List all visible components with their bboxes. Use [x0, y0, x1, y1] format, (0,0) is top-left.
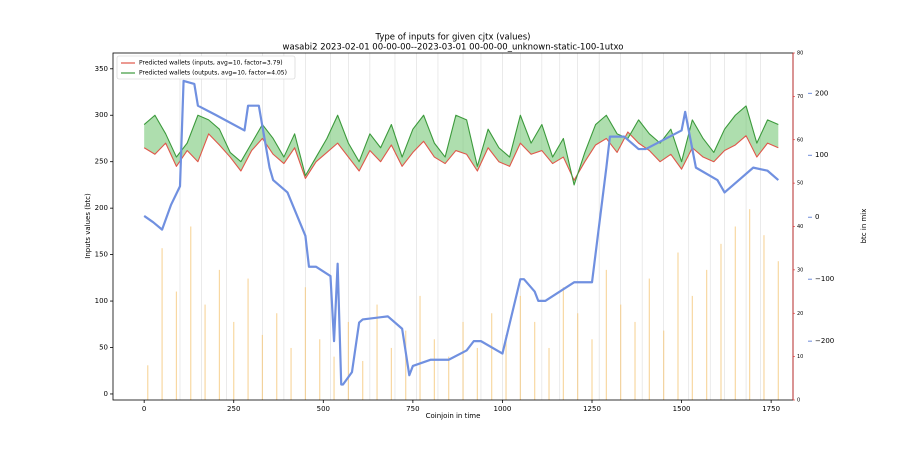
bar: [419, 295, 421, 400]
bar: [505, 334, 507, 400]
bar: [147, 365, 149, 400]
bar: [491, 313, 493, 400]
y-tick-label: 50: [99, 344, 108, 352]
bar: [462, 321, 464, 400]
y3-tick-label: 70: [797, 94, 803, 100]
x-tick-label: 750: [406, 405, 419, 413]
bar: [634, 321, 636, 400]
y2-axis-label: btc in mix: [860, 209, 868, 244]
bar: [519, 295, 521, 400]
line-series: [143, 79, 780, 386]
bar: [677, 252, 679, 400]
bar: [261, 334, 263, 400]
bar: [605, 269, 607, 400]
y3-tick-label: 40: [797, 224, 803, 230]
y3-tick-label: 50: [797, 181, 803, 187]
x-tick-label: 1000: [494, 405, 512, 413]
x-tick-label: 1250: [583, 405, 601, 413]
bar: [161, 248, 163, 400]
bar: [290, 347, 292, 400]
bar: [648, 278, 650, 400]
y3-tick-label: 60: [797, 137, 803, 143]
x-tick-label: 500: [317, 405, 330, 413]
bar: [175, 291, 178, 400]
bar: [390, 347, 392, 400]
bar: [548, 347, 550, 400]
bar: [448, 356, 450, 400]
bar: [749, 209, 751, 400]
plot-frame: [112, 52, 794, 401]
y2-tick-label: −100: [815, 275, 834, 283]
y3-tick-label: 30: [797, 267, 803, 273]
bar: [534, 321, 536, 400]
y-tick-label: 150: [95, 251, 108, 259]
legend-label: Predicted wallets (inputs, avg=10, facto…: [139, 60, 283, 67]
y-tick-label: 0: [104, 390, 108, 398]
bar: [276, 313, 278, 400]
y-tick-label: 250: [95, 158, 108, 166]
y-axis-label: Inputs values (btc): [84, 193, 92, 259]
bar: [204, 304, 206, 400]
bar: [562, 287, 564, 400]
x-tick-label: 1750: [762, 405, 780, 413]
bar: [233, 321, 235, 400]
bar: [777, 261, 779, 400]
bar: [376, 304, 378, 400]
bar: [577, 313, 579, 400]
y3-tick-label: 80: [797, 51, 803, 57]
x-tick-label: 0: [142, 405, 146, 413]
bar: [734, 226, 736, 400]
bar: [333, 356, 335, 400]
legend-box: [116, 55, 296, 80]
y-tick-label: 200: [95, 204, 108, 212]
y-tick-label: 350: [95, 65, 108, 73]
chart-title: Type of inputs for given cjtx (values): [375, 33, 531, 43]
bar: [405, 330, 407, 400]
legend-label: Predicted wallets (outputs, avg=10, fact…: [139, 70, 287, 77]
y3-tick-label: 0: [797, 398, 800, 404]
chart-subtitle: wasabi2 2023-02-01 00-00-00--2023-03-01 …: [283, 43, 624, 53]
bar: [591, 339, 593, 400]
bar: [706, 269, 708, 400]
x-tick-label: 1500: [673, 405, 691, 413]
y3-tick-label: 20: [797, 311, 803, 317]
y2-tick-label: 0: [815, 213, 819, 221]
x-tick-label: 250: [227, 405, 240, 413]
bar: [319, 339, 321, 400]
y2-tick-label: 100: [815, 151, 828, 159]
bar: [663, 330, 665, 400]
bar: [190, 226, 192, 400]
line-series: [143, 131, 779, 181]
bar: [218, 269, 221, 400]
bar: [763, 235, 765, 400]
y-tick-label: 300: [95, 111, 108, 119]
y2-tick-label: −200: [815, 337, 834, 345]
bar: [476, 347, 478, 400]
bar: [347, 321, 349, 400]
bar: [433, 339, 435, 400]
y-tick-label: 100: [95, 297, 108, 305]
bar: [247, 278, 249, 400]
x-axis-label: Coinjoin in time: [426, 412, 481, 420]
bar: [362, 360, 364, 400]
bar: [304, 287, 306, 400]
y2-tick-label: 200: [815, 89, 828, 97]
bar: [620, 304, 622, 400]
y3-tick-label: 10: [797, 354, 803, 360]
bar: [720, 243, 722, 400]
bar: [691, 295, 693, 400]
